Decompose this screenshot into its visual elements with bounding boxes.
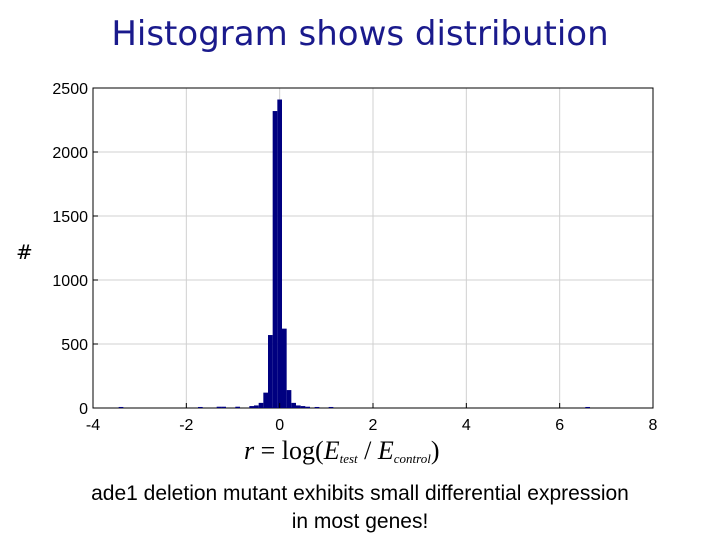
histogram-bar xyxy=(282,328,287,408)
x-tick-label: -2 xyxy=(179,417,193,434)
formula-r: r xyxy=(244,436,255,465)
caption-line-1: ade1 deletion mutant exhibits small diff… xyxy=(91,482,629,505)
formula-e-control: E xyxy=(377,436,394,465)
histogram-bar xyxy=(118,406,124,408)
ticks-layer: -4 -2 0 2 4 6 8 0 500 1000 1500 2000 2500 xyxy=(52,81,657,434)
histogram-bar xyxy=(263,392,268,408)
formula-control-sub: control xyxy=(393,451,431,466)
formula-close: ) xyxy=(430,436,440,465)
formula-log: log( xyxy=(281,436,324,465)
y-tick-label: 2500 xyxy=(52,81,88,98)
y-tick-label: 500 xyxy=(61,337,88,354)
histogram-bar xyxy=(296,405,301,408)
x-tick-label: 8 xyxy=(649,417,658,434)
histogram-bar xyxy=(254,405,259,408)
caption-line-2: in most genes! xyxy=(291,510,429,533)
histogram-bar xyxy=(277,99,282,408)
histogram-bar xyxy=(291,402,296,408)
x-tick-label: 2 xyxy=(369,417,378,434)
histogram-bar xyxy=(585,406,590,408)
histogram-bar xyxy=(328,406,334,408)
formula-slash: / xyxy=(364,436,372,465)
histogram-bar xyxy=(268,335,273,408)
histogram-bar xyxy=(216,406,222,408)
histogram-chart: -4 -2 0 2 4 6 8 0 500 1000 1500 2000 2500 xyxy=(52,81,657,434)
histogram-bar xyxy=(272,111,278,408)
histogram-bar xyxy=(314,406,320,408)
y-tick-label: 1000 xyxy=(52,273,88,290)
histogram-bar xyxy=(300,406,306,408)
y-tick-label: 1500 xyxy=(52,209,88,226)
histogram-bar xyxy=(286,390,292,408)
bars-layer xyxy=(118,99,590,408)
x-tick-label: 4 xyxy=(462,417,471,434)
histogram-bar xyxy=(249,406,254,408)
y-tick-label: 2000 xyxy=(52,145,88,162)
caption: ade1 deletion mutant exhibits small diff… xyxy=(0,480,720,536)
x-tick-label: 6 xyxy=(555,417,564,434)
y-tick-label: 0 xyxy=(79,401,88,418)
formula-test-sub: test xyxy=(339,451,358,466)
formula-eq: = xyxy=(260,436,276,465)
histogram-bar xyxy=(221,406,226,408)
histogram-bar xyxy=(305,406,310,408)
grid-layer xyxy=(93,88,653,408)
y-axis-symbol: # xyxy=(16,240,33,264)
x-tick-label: 0 xyxy=(275,417,284,434)
x-tick-label: -4 xyxy=(86,417,100,434)
histogram-bar xyxy=(235,406,240,408)
histogram-bar xyxy=(258,402,264,408)
histogram-bar xyxy=(198,406,203,408)
slide-title: Histogram shows distribution xyxy=(111,14,609,54)
x-axis-formula: r = log(Etest / Econtrol) xyxy=(244,436,440,467)
formula-e-test: E xyxy=(323,436,340,465)
